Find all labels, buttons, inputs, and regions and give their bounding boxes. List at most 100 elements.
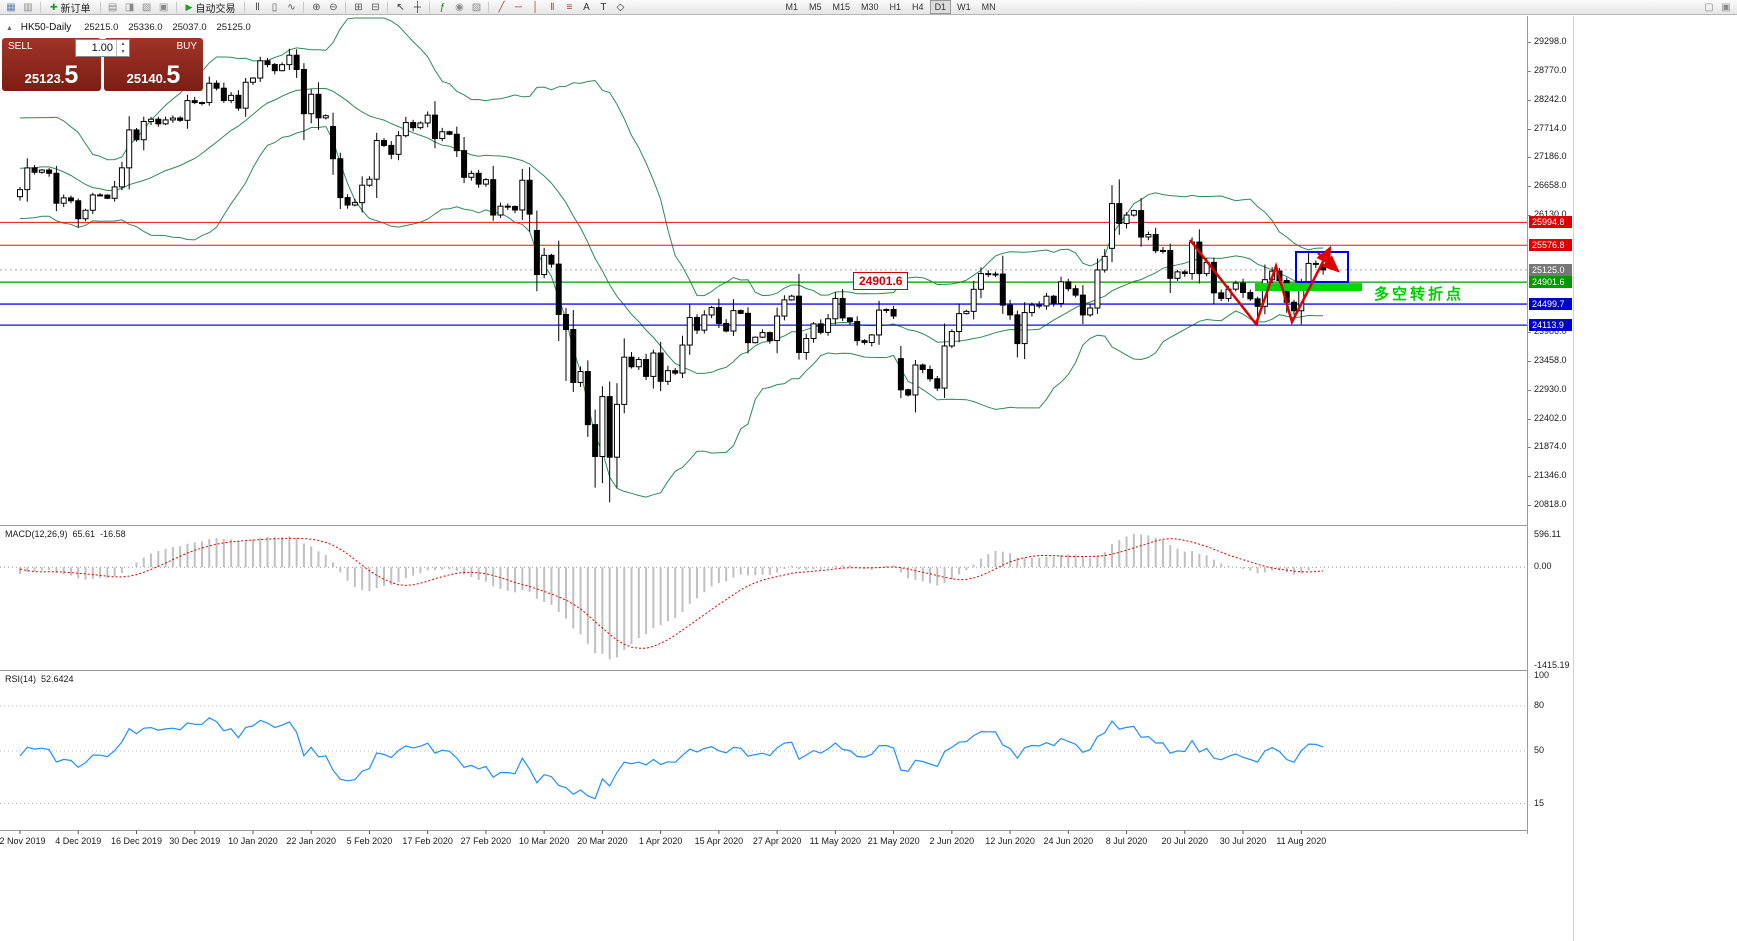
window-new-icon[interactable]: ▣ [1721,1,1731,13]
bar-chart-icon[interactable]: Ⅱ [255,1,260,13]
volume-spinner[interactable]: ▲ ▼ [116,40,129,56]
price-axis-label: 27714.0 [1534,122,1567,133]
chart-title: ▲ HK50-Daily 25215.0 25336.0 25037.0 251… [6,22,258,33]
price-axis[interactable]: 29298.0 28770.0 28242.0 27714.0 27186.0 26658… [1528,16,1573,834]
pullback-arrow[interactable] [1317,252,1340,273]
date-axis[interactable]: 22 Nov 2019 4 Dec 2019 16 Dec 2019 30 Dec 2… [0,834,1572,848]
date-label: 11 May 2020 [809,836,862,846]
date-label: 12 Jun 2020 [985,836,1035,846]
price-badge: 24499.7 [1529,298,1572,311]
rsi-name: RSI(14) [5,674,37,684]
horizontal-line-icon[interactable]: ─ [514,1,523,13]
auto-arrange-icon[interactable]: ⊟ [371,1,380,13]
axis-tick [1528,505,1531,507]
profiles-icon[interactable]: ▥ [23,1,33,13]
template-icon[interactable]: ▨ [471,1,482,13]
timeframe-m30[interactable]: M30 [861,2,879,12]
buy-label: BUY [176,41,197,52]
toolbar-separator [40,1,41,13]
crosshair-icon[interactable]: ┼ [413,1,422,13]
autotrade-button[interactable]: ▶ 自动交易 [181,1,241,15]
terminal-icon[interactable]: ▣ [158,1,169,13]
trendline-icon[interactable]: ╱ [498,1,505,13]
spinner-up-icon[interactable]: ▲ [120,41,126,47]
collapse-arrow-icon[interactable]: ▲ [6,25,13,32]
date-label: 8 Jul 2020 [1105,836,1148,846]
timeframe-mn[interactable]: MN [981,2,996,12]
macd-signal-line [19,537,1324,649]
rsi-axis-label: 80 [1534,700,1545,710]
new-chart-icon[interactable]: ▦ [6,1,16,13]
candlesticks [17,48,1327,503]
zoom-in-icon[interactable]: ⊕ [312,1,321,13]
price-axis-label: 28242.0 [1534,93,1567,104]
macd-value-signal: -16.58 [100,529,126,539]
date-label: 22 Nov 2019 [0,836,46,846]
indicators-icon[interactable]: ƒ [439,1,446,13]
axis-tick [1528,41,1531,43]
ohlc-close: 25125.0 [216,22,251,33]
timeframe-d1[interactable]: D1 [929,0,952,14]
date-label: 2 Jun 2020 [929,836,975,846]
label-icon[interactable]: T [600,1,607,13]
axis-tick [1528,418,1531,420]
period-icon[interactable]: ◉ [455,1,464,13]
support-price-label[interactable]: 24901.6 [853,272,909,291]
channel-icon[interactable]: ‖ [550,1,555,13]
date-label: 21 May 2020 [867,836,920,846]
date-label: 20 Jul 2020 [1161,836,1209,846]
support-zone-bar[interactable] [1255,283,1362,292]
macd-value-main: 65.61 [72,529,96,539]
zoom-out-icon[interactable]: ⊖ [329,1,338,13]
spinner-down-icon[interactable]: ▼ [120,49,126,55]
timeframe-m15[interactable]: M15 [832,2,851,12]
price-badge: 25994.8 [1529,216,1572,229]
data-window-icon[interactable]: ◨ [124,1,135,13]
price-axis-label: 23458.0 [1534,354,1567,365]
timeframe-m1[interactable]: M1 [785,2,798,12]
date-label: 10 Mar 2020 [518,836,570,846]
horizontal-level-lines[interactable] [0,221,1528,326]
drawing-objects[interactable] [1189,239,1362,327]
vertical-line-icon[interactable]: │ [532,1,539,13]
market-watch-icon[interactable]: ▤ [107,1,118,13]
buy-price: 25140.5 [104,63,203,88]
shapes-icon[interactable]: ◇ [616,1,625,13]
price-badge: 24901.6 [1529,276,1572,289]
fibonacci-icon[interactable]: ≡ [566,1,573,13]
rsi-axis-label: 50 [1534,745,1545,755]
timeframe-h1[interactable]: H1 [889,2,902,12]
timeframe-h4[interactable]: H4 [912,2,924,12]
tile-windows-icon[interactable]: ⊞ [354,1,363,13]
axis-tick [1528,332,1531,334]
date-label: 27 Feb 2020 [460,836,512,846]
date-label: 5 Feb 2020 [346,836,393,846]
new-order-button[interactable]: ✚ 新订单 [45,1,96,15]
price-chart[interactable] [0,16,1528,834]
ohlc-open: 25215.0 [84,22,119,33]
window-restore-icon[interactable]: ▢ [1704,1,1714,13]
line-chart-icon[interactable]: ∿ [287,1,296,13]
zigzag-arrow[interactable] [1189,239,1332,327]
axis-tick [1528,389,1531,391]
date-label: 27 Apr 2020 [752,836,802,846]
text-icon[interactable]: A [583,1,590,13]
navigator-icon[interactable]: ▧ [141,1,152,13]
cursor-icon[interactable]: ↖ [396,1,405,13]
price-badge: 24113.9 [1529,319,1572,332]
date-label: 30 Dec 2019 [169,836,221,846]
timeframe-w1[interactable]: W1 [957,2,971,12]
timeframe-group: M1 M5 M15 M30 H1 H4 D1 W1 MN [780,0,1000,14]
candlestick-chart-icon[interactable]: ▯ [271,1,278,13]
axis-tick [1528,360,1531,362]
bollinger-lower [19,125,1324,498]
chart-window: ▲ HK50-Daily 25215.0 25336.0 25037.0 251… [0,16,1573,848]
toolbar-separator [175,1,177,13]
timeframe-m5[interactable]: M5 [808,2,822,12]
macd-axis-label: 596.11 [1534,529,1561,539]
axis-tick [1528,99,1531,101]
volume-input[interactable]: 1.00 ▲ ▼ [75,39,130,57]
turning-point-text[interactable]: 多空转折点 [1374,286,1465,304]
macd-panel [0,533,1528,660]
new-order-button-icon: ✚ [50,1,58,12]
